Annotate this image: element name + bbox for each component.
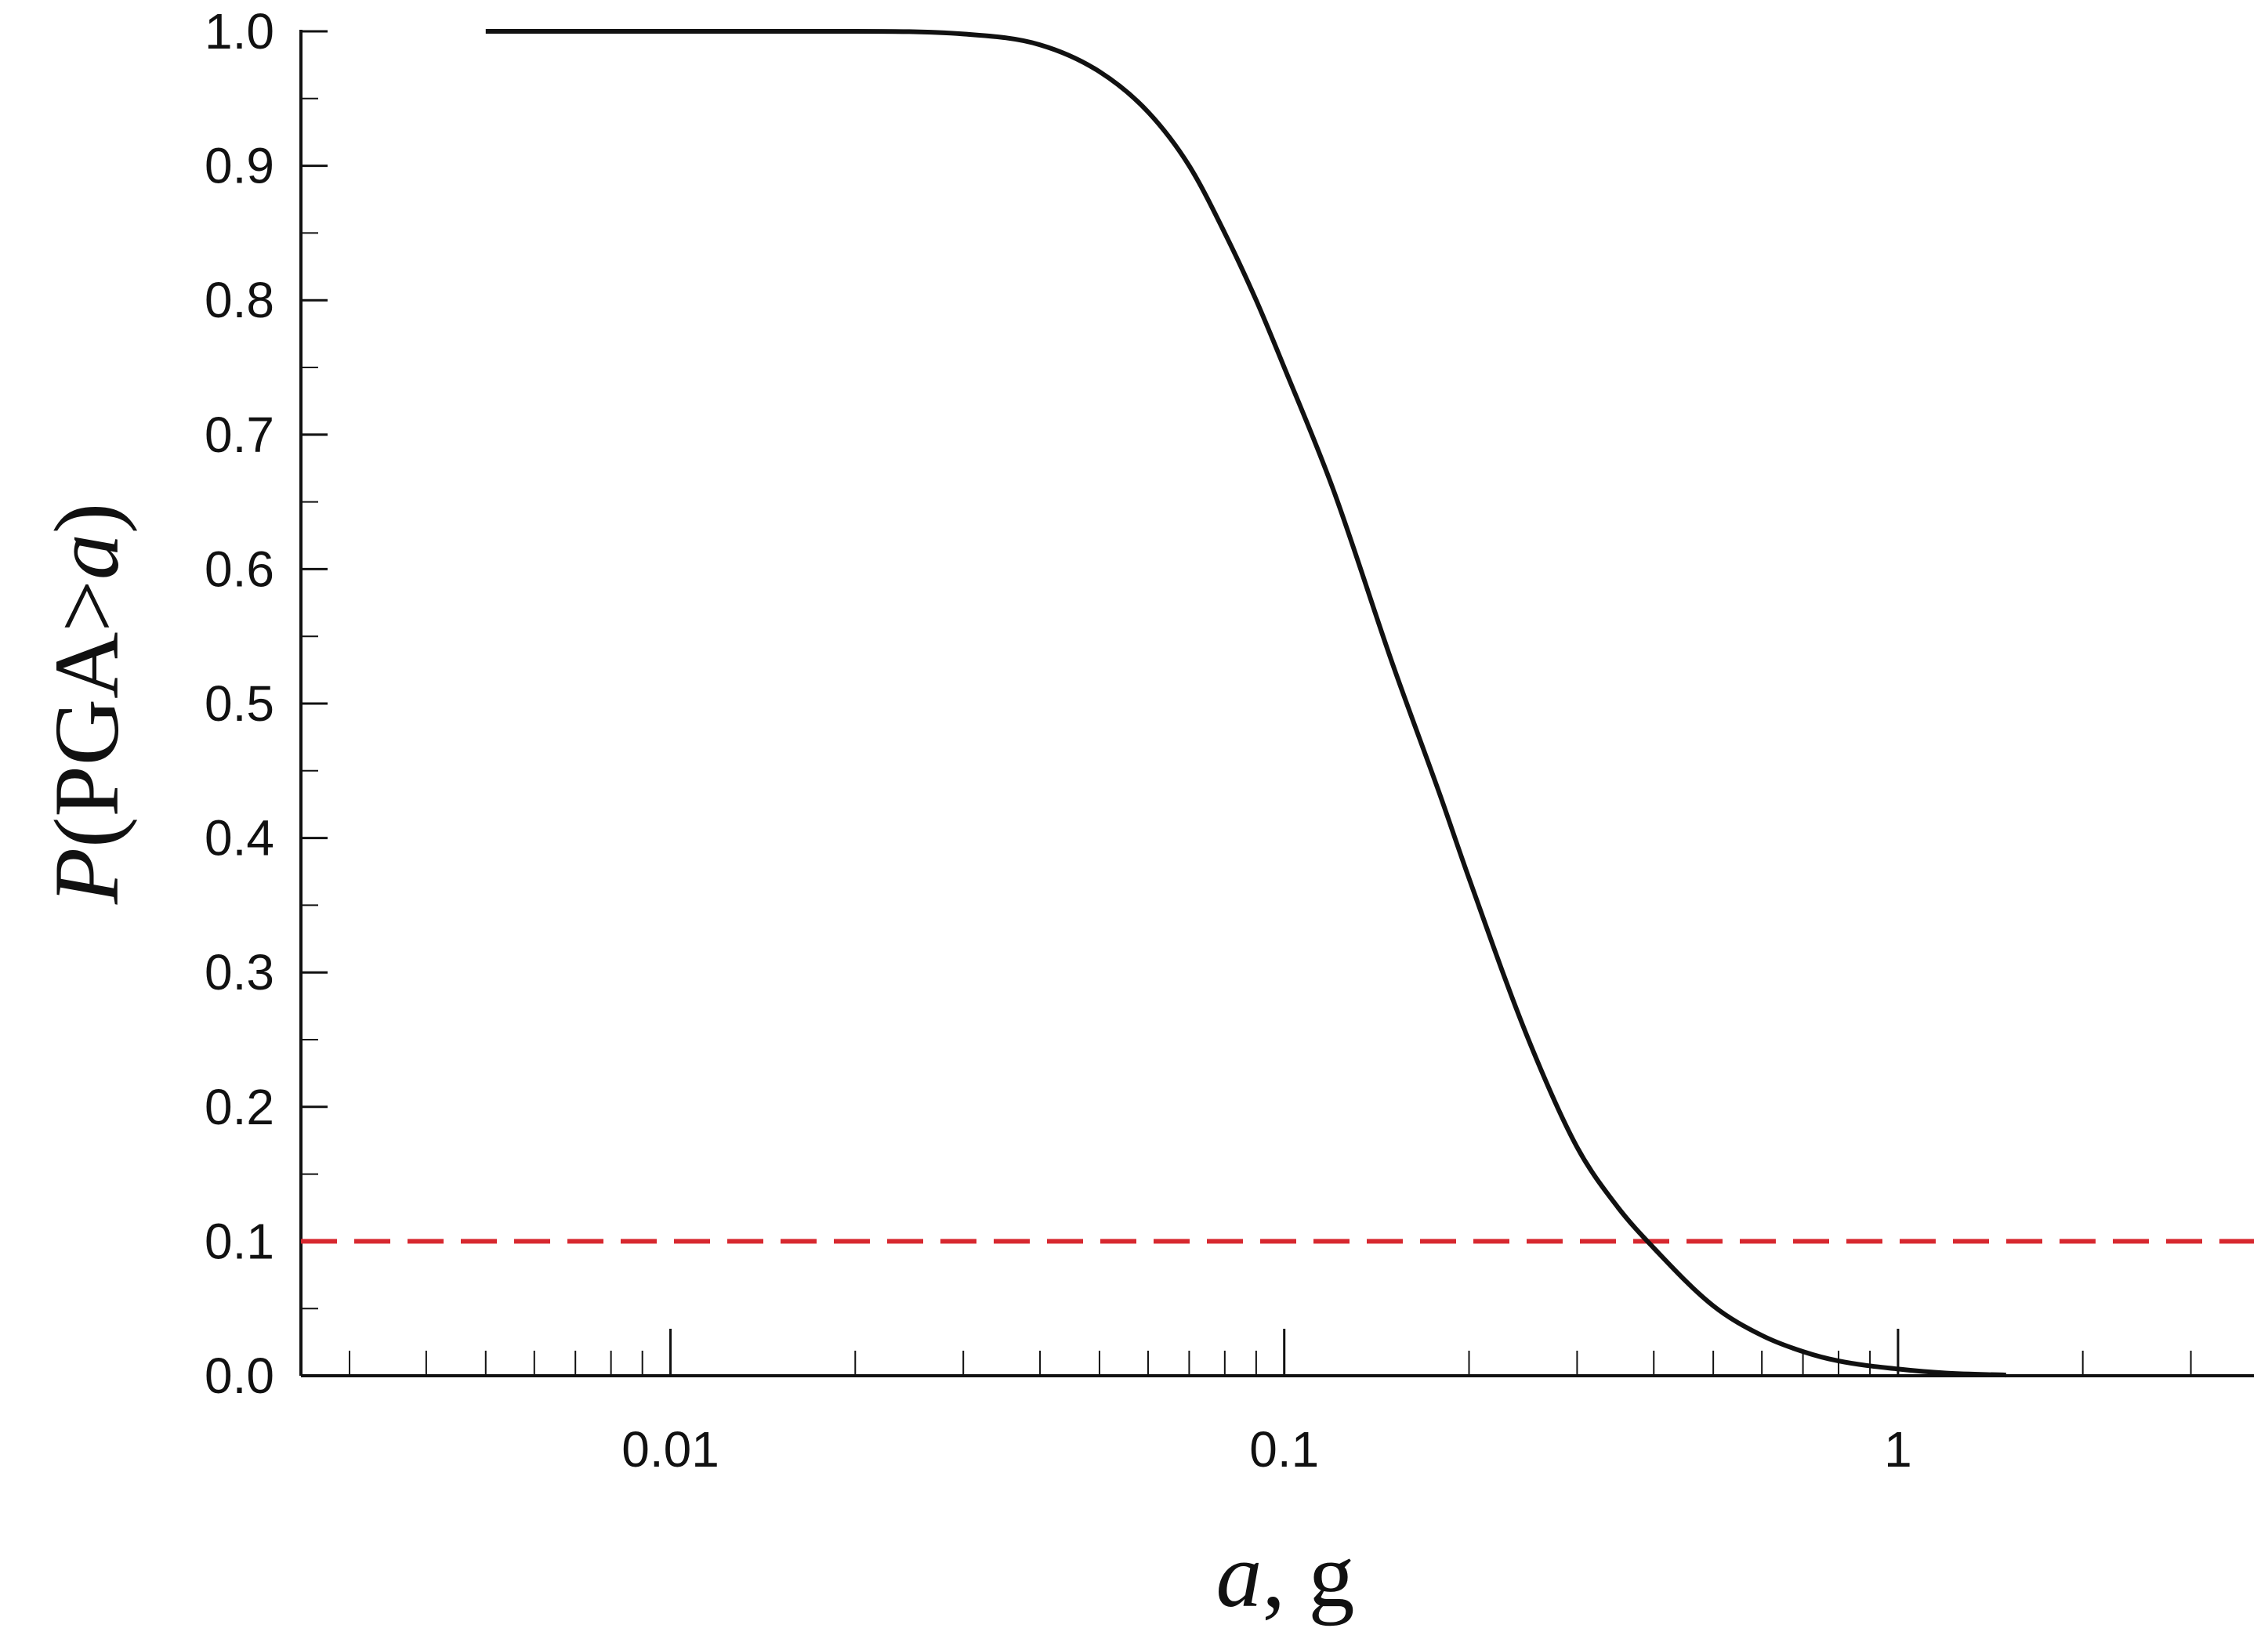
y-tick-label: 0.6 — [205, 541, 274, 597]
x-tick-label: 0.01 — [621, 1421, 719, 1478]
data-series — [485, 29, 2006, 1378]
y-tick-label: 0.4 — [205, 810, 274, 867]
y-tick-label: 0.2 — [205, 1079, 274, 1135]
x-axis-minor-ticks — [349, 1351, 2192, 1376]
y-axis-mid: (PGA> — [35, 580, 138, 848]
y-axis-title: P(PGA>a) — [35, 503, 138, 905]
x-tick-label: 1 — [1884, 1421, 1912, 1478]
y-tick-label: 0.8 — [205, 272, 274, 328]
y-tick-label: 0.9 — [205, 138, 274, 194]
y-tick-label: 0.7 — [205, 407, 274, 463]
x-axis-title: a, g — [1216, 1524, 1355, 1626]
y-tick-label: 0.3 — [205, 944, 274, 1000]
x-axis-tick-labels: 0.01 0.1 1 — [621, 1421, 1911, 1478]
x-axis-variable: a — [1216, 1524, 1263, 1626]
y-tick-label: 0.0 — [205, 1348, 274, 1404]
y-tick-label: 0.5 — [205, 675, 274, 732]
x-tick-label: 0.1 — [1249, 1421, 1319, 1478]
y-axis-prefix: P — [35, 848, 138, 905]
y-axis-variable: a — [35, 534, 138, 580]
series-line — [485, 29, 2006, 1378]
y-axis-tick-labels: 0.0 0.1 0.2 0.3 0.4 0.5 0.6 0.7 0.8 0.9 1.0 — [205, 3, 274, 1404]
y-axis-minor-ticks — [301, 97, 318, 1310]
y-tick-label: 0.1 — [205, 1213, 274, 1269]
x-axis-unit: , g — [1263, 1524, 1355, 1626]
y-axis-suffix: ) — [35, 503, 138, 534]
y-tick-label: 1.0 — [205, 3, 274, 60]
